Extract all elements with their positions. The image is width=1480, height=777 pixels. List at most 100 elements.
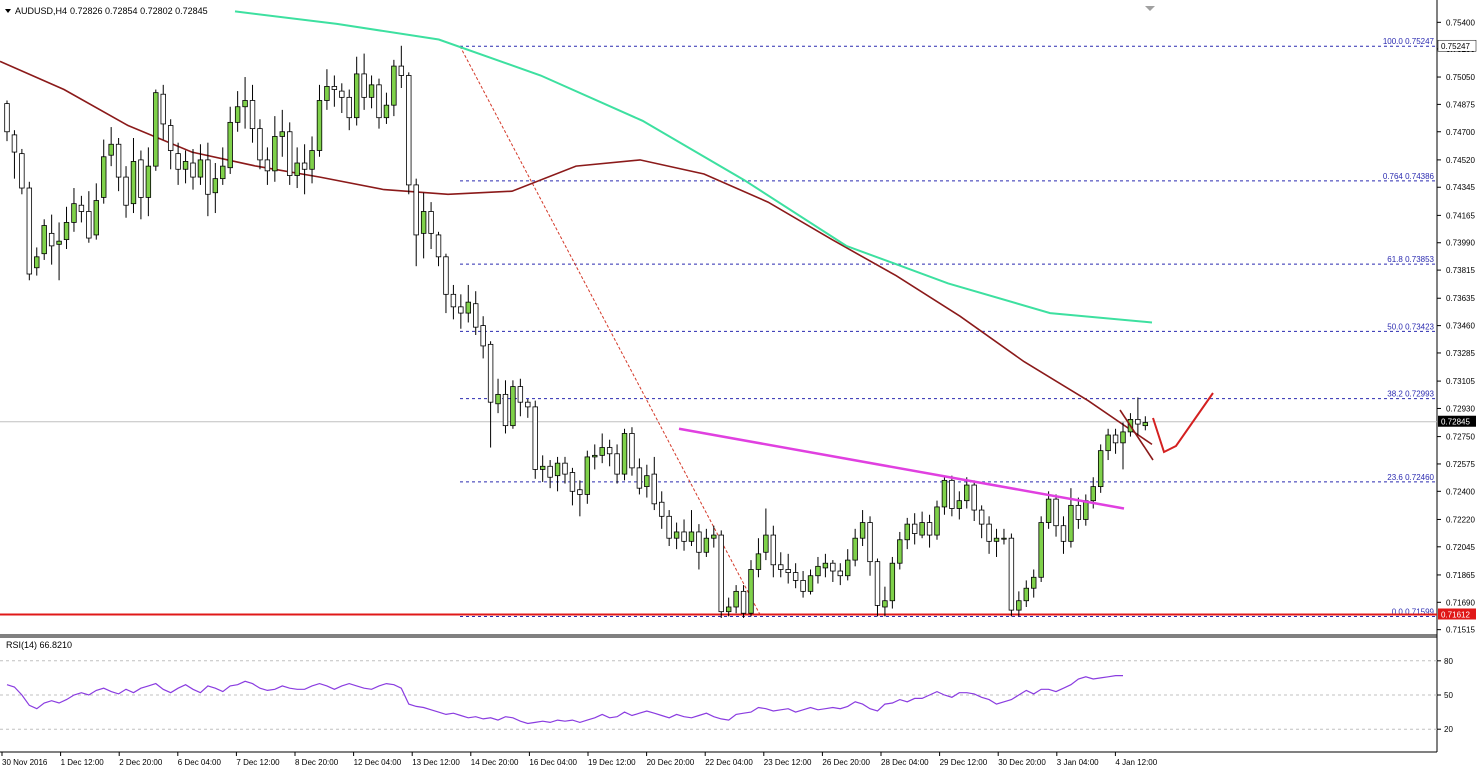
bear-candle	[115, 143, 122, 178]
bull-candle	[815, 565, 821, 577]
price-label-text: 0.72845	[1441, 418, 1470, 427]
price-tick-label: 0.74875	[1446, 100, 1475, 109]
bull-candle	[71, 203, 77, 223]
time-tick-label: 4 Jan 12:00	[1115, 758, 1157, 767]
time-tick-label: 13 Dec 12:00	[412, 758, 460, 767]
symbol-dropdown-icon[interactable]	[5, 9, 11, 13]
bull-candle	[1142, 422, 1149, 427]
time-tick-label: 22 Dec 04:00	[705, 758, 753, 767]
fib-level-label: 100.0 0.75247	[1383, 37, 1435, 46]
rsi-title: RSI(14) 66.8210	[6, 640, 72, 650]
bear-candle	[629, 433, 635, 469]
bull-candle	[941, 479, 948, 508]
time-tick-label: 16 Dec 04:00	[529, 758, 577, 767]
bull-candle	[34, 256, 40, 269]
bear-candle	[249, 100, 256, 130]
bear-candle	[1135, 418, 1141, 425]
bear-candle	[473, 303, 479, 328]
bull-candle	[1016, 600, 1022, 611]
time-axis-layer: 30 Nov 2016 1 Dec 12:00 2 Dec 20:00 6 Dec 0…	[1, 752, 1158, 767]
bear-candle	[78, 204, 85, 212]
bull-candle	[554, 462, 561, 477]
bull-candle	[182, 161, 189, 170]
bull-candle	[368, 84, 375, 98]
bear-candle	[525, 401, 531, 408]
bull-candle	[882, 600, 888, 608]
bear-candle	[867, 522, 873, 563]
bear-candle	[160, 93, 166, 125]
price-tick-label: 0.71690	[1446, 598, 1475, 607]
bull-candle	[1090, 486, 1096, 502]
bear-candle	[175, 153, 181, 170]
bull-candle	[1068, 504, 1074, 542]
price-tick-label: 0.72220	[1446, 515, 1475, 524]
bull-candle	[383, 104, 390, 119]
bull-candle	[539, 465, 546, 470]
price-tick-label: 0.74345	[1446, 183, 1475, 192]
bull-candle	[1038, 522, 1044, 578]
time-tick-label: 19 Dec 12:00	[588, 758, 636, 767]
bear-candle	[614, 453, 620, 475]
bull-candle	[108, 143, 114, 156]
bear-candle	[257, 128, 263, 161]
bear-candle	[301, 162, 308, 170]
price-tick-label: 0.71515	[1446, 626, 1475, 635]
bear-candle	[346, 96, 352, 119]
time-tick-label: 7 Dec 12:00	[236, 758, 280, 767]
bull-candle	[599, 447, 605, 456]
descending-trendline	[678, 427, 1125, 510]
bull-candle	[688, 531, 695, 542]
price-tick-label: 0.73990	[1446, 239, 1475, 248]
bear-candle	[837, 570, 843, 577]
bear-candle	[830, 562, 836, 572]
bull-candle	[993, 537, 1000, 542]
price-tick-label: 0.72400	[1446, 487, 1475, 496]
ma-extension	[1119, 409, 1154, 461]
rsi-layer: 80 50 20	[0, 657, 1453, 734]
bear-candle	[331, 86, 338, 90]
bull-candle	[889, 562, 896, 602]
shift-marker-icon[interactable]	[1145, 6, 1155, 11]
bear-candle	[978, 509, 985, 525]
bull-candle	[859, 522, 866, 539]
bear-candle	[785, 569, 791, 573]
arrow-annotation-layer	[1119, 392, 1214, 461]
bull-candle	[391, 65, 397, 106]
bear-candle	[502, 393, 509, 427]
bull-candle	[242, 100, 248, 108]
bear-candle	[11, 134, 18, 153]
bull-candle	[904, 523, 910, 541]
bull-candle	[220, 165, 226, 180]
bear-candle	[517, 386, 524, 403]
fib-swing-diagonal	[459, 46, 762, 617]
bear-candle	[413, 184, 419, 236]
bull-candle	[1031, 576, 1037, 589]
price-tick-label: 0.73105	[1446, 377, 1475, 386]
bull-candle	[495, 393, 501, 405]
time-tick-label: 8 Dec 20:00	[295, 758, 339, 767]
price-label-box	[1438, 415, 1476, 427]
bear-candle	[926, 522, 933, 536]
bull-candle	[234, 106, 241, 123]
bear-candle	[4, 103, 10, 133]
bull-candle	[227, 121, 233, 169]
bear-candle	[443, 256, 449, 295]
bull-candle	[621, 433, 628, 475]
bear-candle	[778, 564, 784, 570]
bear-candle	[800, 580, 806, 592]
bear-candle	[264, 159, 271, 172]
fib-level-label: 50.0 0.73423	[1387, 322, 1434, 331]
bear-candle	[167, 125, 174, 151]
bear-candle	[48, 232, 55, 247]
bull-candle	[1105, 434, 1111, 452]
bull-candle	[212, 178, 219, 194]
price-label-text: 0.75247	[1441, 42, 1470, 51]
bull-candle	[822, 562, 829, 569]
bear-candle	[949, 479, 955, 509]
moving-average-slow	[234, 10, 1153, 324]
time-tick-label: 26 Dec 20:00	[822, 758, 870, 767]
bull-candle	[93, 200, 99, 236]
bear-candle	[1060, 525, 1067, 542]
bear-candle	[138, 159, 144, 198]
